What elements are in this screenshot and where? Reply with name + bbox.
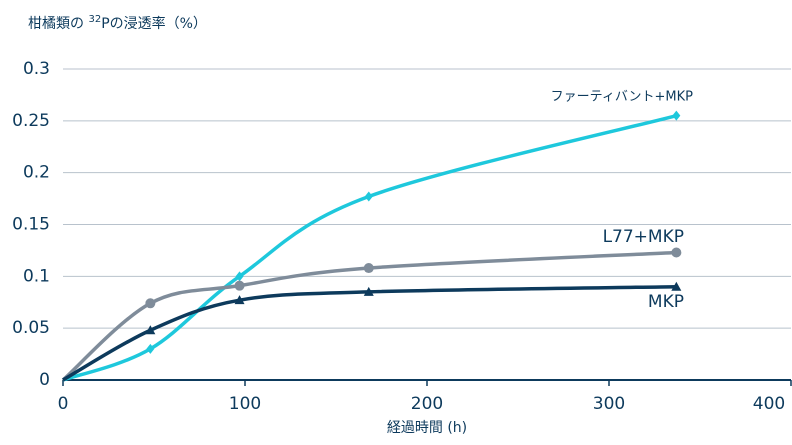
- series-line: [62, 113, 677, 382]
- point: [234, 280, 245, 291]
- point: [672, 110, 681, 121]
- y-tick-label: 0.2: [23, 163, 50, 183]
- point: [235, 271, 244, 282]
- y-tick-label: 0.1: [23, 266, 50, 286]
- series-label: L77+MKP: [603, 227, 684, 247]
- series-label: MKP: [648, 292, 684, 312]
- x-tick-label: 300: [593, 394, 625, 414]
- y-axis-title: 柑橘類の 32Pの浸透率（%）: [28, 14, 207, 32]
- y-title-sup: 32: [88, 14, 101, 25]
- series-line: [62, 284, 677, 382]
- y-tick-label: 0.15: [12, 215, 50, 235]
- x-tick-label: 0: [58, 394, 69, 414]
- point: [671, 281, 682, 291]
- y-tick-label: 0.05: [12, 318, 50, 338]
- y-title-part: 柑橘類の: [28, 16, 88, 32]
- y-tick-label: 0.25: [12, 111, 50, 131]
- point: [364, 191, 373, 202]
- point: [363, 263, 374, 274]
- x-tick-label: 400: [753, 394, 785, 414]
- point: [146, 343, 155, 354]
- x-axis-title: 経過時間 (h): [387, 420, 467, 436]
- point: [234, 295, 245, 305]
- y-tick-label: 0.3: [23, 59, 50, 79]
- point: [671, 247, 682, 258]
- x-tick-label: 100: [229, 394, 261, 414]
- y-tick-label: 0: [39, 370, 50, 390]
- point: [145, 298, 156, 309]
- point: [145, 325, 156, 335]
- series-label: ファーティバント+MKP: [551, 90, 694, 105]
- point: [363, 286, 374, 296]
- y-title-part: Pの浸透率（%）: [101, 15, 207, 32]
- x-tick-label: 200: [411, 394, 443, 414]
- series-line: [61, 250, 677, 382]
